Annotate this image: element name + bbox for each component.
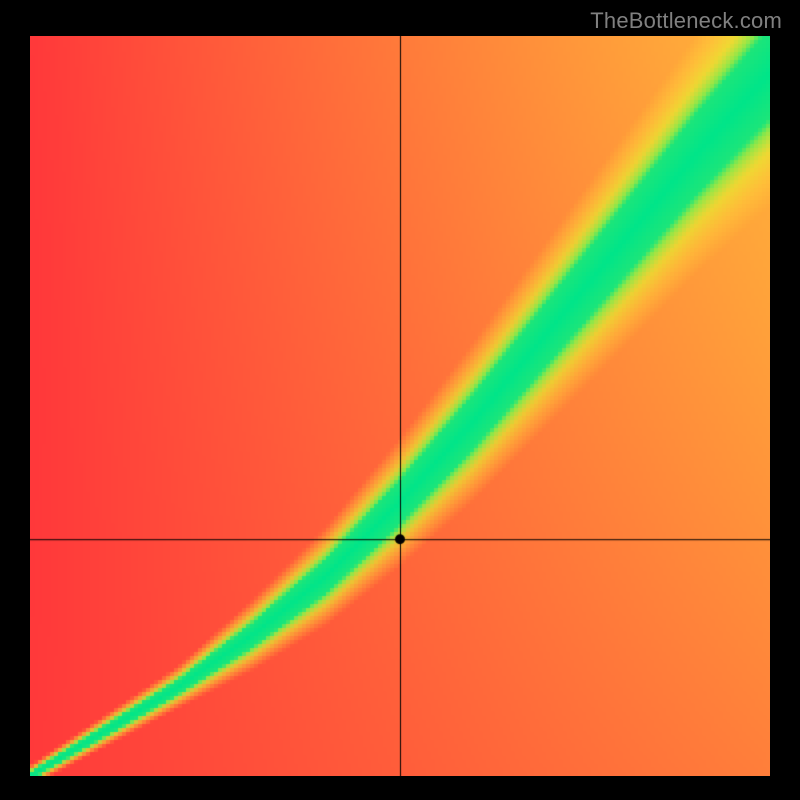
heatmap-canvas <box>30 36 770 776</box>
chart-container: TheBottleneck.com <box>0 0 800 800</box>
watermark-text: TheBottleneck.com <box>590 8 782 34</box>
heatmap-chart <box>30 36 770 776</box>
